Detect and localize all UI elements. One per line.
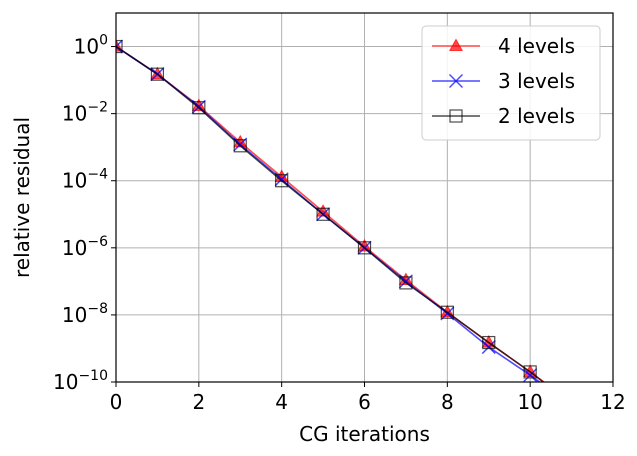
data-point (399, 276, 413, 290)
y-tick-label: 100 (74, 33, 108, 59)
data-point (116, 39, 124, 54)
y-tick-label: 10−8 (62, 301, 108, 327)
data-point (523, 368, 538, 382)
legend-label: 3 levels (498, 69, 575, 93)
data-point (192, 101, 206, 115)
data-point (275, 174, 289, 188)
legend-label: 4 levels (498, 34, 575, 58)
x-axis-label: CG iterations (299, 422, 430, 446)
x-tick-label: 0 (110, 390, 123, 414)
legend-box (421, 25, 601, 141)
x-tick-label: 8 (441, 390, 454, 414)
y-axis-label: relative residual (10, 117, 34, 278)
y-tick-exponent: −4 (87, 167, 108, 183)
x-tick-label: 6 (358, 390, 371, 414)
y-tick-base: 10 (62, 303, 87, 327)
y-tick-exponent: −8 (87, 301, 108, 317)
legend-marker (449, 109, 463, 123)
x-tick-label: 4 (275, 390, 288, 414)
data-point (357, 241, 372, 255)
y-tick-label: 10−2 (62, 100, 108, 126)
series-2-levels (116, 39, 545, 382)
data-point (482, 335, 496, 350)
y-tick-base: 10 (62, 102, 87, 126)
data-point (523, 365, 537, 379)
data-point (316, 207, 330, 221)
y-tick-exponent: 0 (99, 33, 108, 49)
x-tick-label: 10 (517, 390, 542, 414)
legend-marker (448, 38, 464, 52)
series-layer (116, 39, 546, 382)
y-tick-base: 10 (74, 35, 99, 59)
legend-marker (448, 73, 464, 89)
y-tick-exponent: −10 (78, 368, 108, 384)
y-tick-label: 10−4 (62, 167, 108, 193)
data-point (233, 139, 247, 153)
data-point (150, 67, 165, 81)
x-tick-label: 2 (192, 390, 205, 414)
x-tick-label: 12 (600, 390, 625, 414)
series-line (116, 45, 545, 382)
y-tick-base: 10 (62, 169, 87, 193)
y-tick-label: 10−6 (62, 234, 108, 260)
data-point (481, 340, 496, 355)
y-tick-label: 10−10 (53, 368, 108, 394)
data-point (116, 39, 123, 54)
y-tick-exponent: −2 (87, 100, 108, 116)
y-tick-base: 10 (53, 370, 78, 394)
legend: 4 levels 3 levels 2 levels (421, 25, 601, 141)
legend-label: 2 levels (498, 104, 575, 128)
y-tick-exponent: −6 (87, 234, 108, 250)
y-tick-base: 10 (62, 236, 87, 260)
data-point (440, 305, 454, 319)
